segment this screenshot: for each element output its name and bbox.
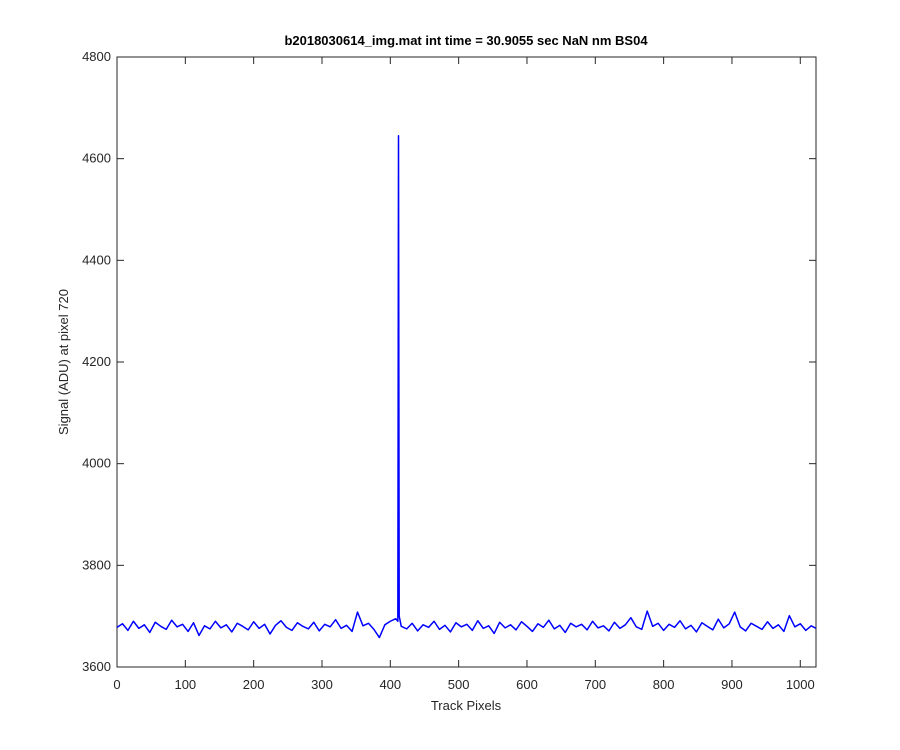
x-axis-label: Track Pixels: [431, 698, 502, 713]
y-tick-label: 4200: [82, 354, 111, 369]
y-tick-label: 4000: [82, 456, 111, 471]
x-tick-label: 1000: [786, 677, 815, 692]
x-tick-label: 500: [448, 677, 470, 692]
data-line: [116, 135, 817, 639]
x-tick-label: 300: [311, 677, 333, 692]
x-tick-label: 200: [243, 677, 265, 692]
x-tick-label: 900: [721, 677, 743, 692]
y-axis-label: Signal (ADU) at pixel 720: [56, 289, 71, 435]
y-tick-label: 3800: [82, 557, 111, 572]
y-tick-label: 4400: [82, 252, 111, 267]
x-tick-label: 400: [379, 677, 401, 692]
y-tick-label: 3600: [82, 659, 111, 674]
y-tick-label: 4600: [82, 151, 111, 166]
x-tick-label: 100: [174, 677, 196, 692]
x-tick-label: 600: [516, 677, 538, 692]
chart-title: b2018030614_img.mat int time = 30.9055 s…: [284, 33, 648, 48]
y-tick-label: 4800: [82, 49, 111, 64]
x-tick-label: 0: [113, 677, 120, 692]
x-tick-label: 800: [653, 677, 675, 692]
x-tick-label: 700: [584, 677, 606, 692]
